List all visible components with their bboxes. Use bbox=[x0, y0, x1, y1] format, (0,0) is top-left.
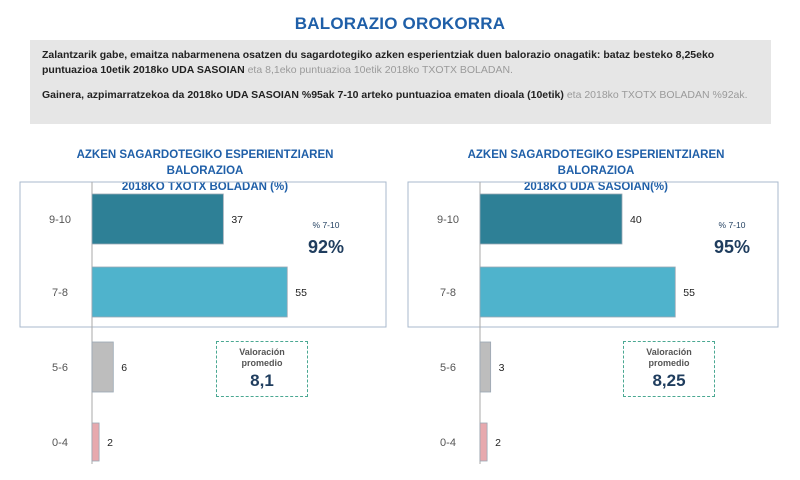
chart-1-9-10-bar bbox=[91, 193, 224, 245]
chart-2-0-4-bar bbox=[479, 422, 488, 462]
chart-1-average-label-line2: promedio bbox=[241, 358, 283, 368]
chart-1-5-6-bar bbox=[91, 341, 114, 393]
chart-1-title: AZKEN SAGARDOTEGIKO ESPERIENTZIAREN BALO… bbox=[55, 147, 355, 195]
chart-2-title-line2: 2018KO UDA SASOIAN(%) bbox=[524, 181, 668, 193]
summary-1-secondary: eta 8,1eko puntuazioa 10etik 2018ko TXOT… bbox=[247, 64, 513, 76]
chart-2-9-10-bar bbox=[479, 193, 623, 245]
summary-paragraph-2: Gainera, azpimarratzekoa da 2018ko UDA S… bbox=[42, 88, 759, 103]
chart-2-7-8-bar bbox=[479, 266, 676, 318]
chart-2-0-4-category-label: 0-4 bbox=[440, 437, 456, 449]
chart-1-pct-label: % 7-10 bbox=[313, 220, 340, 230]
chart-2-average-label: Valoración promedio bbox=[624, 347, 714, 369]
chart-1-average-value: 8,1 bbox=[250, 371, 274, 390]
chart-2-pct-label: % 7-10 bbox=[719, 220, 746, 230]
chart-1-average-label-line1: Valoración bbox=[239, 347, 285, 357]
chart-2-7-8-value-label: 55 bbox=[683, 287, 695, 299]
chart-2-5-6-category-label: 5-6 bbox=[440, 362, 456, 374]
chart-1-title-line2: 2018KO TXOTX BOLADAN (%) bbox=[121, 181, 289, 193]
chart-1-average-box: Valoración promedio 8,1 bbox=[216, 341, 308, 397]
chart-2-0-4-value-label: 2 bbox=[495, 437, 501, 449]
summary-paragraph-1: Zalantzarik gabe, emaitza nabarmenena os… bbox=[42, 48, 759, 78]
chart-2-highlight-frame bbox=[407, 181, 779, 328]
chart-2-title: AZKEN SAGARDOTEGIKO ESPERIENTZIAREN BALO… bbox=[446, 147, 746, 195]
chart-2-average-label-line2: promedio bbox=[648, 358, 690, 368]
chart-1-0-4-category-label: 0-4 bbox=[52, 437, 68, 449]
chart-1-highlight-frame bbox=[19, 181, 387, 328]
chart-1-9-10-value-label: 37 bbox=[231, 214, 243, 226]
chart-2-average-label-line1: Valoración bbox=[646, 347, 692, 357]
summary-box: Zalantzarik gabe, emaitza nabarmenena os… bbox=[30, 40, 771, 124]
chart-1-7-8-bar bbox=[91, 266, 288, 318]
chart-1-7-8-value-label: 55 bbox=[295, 287, 307, 299]
page-title: BALORAZIO OROKORRA bbox=[294, 14, 506, 33]
chart-1-5-6-value-label: 6 bbox=[121, 362, 127, 374]
summary-2-highlight: Gainera, azpimarratzekoa da 2018ko UDA S… bbox=[42, 89, 564, 101]
chart-1-0-4-value-label: 2 bbox=[107, 437, 113, 449]
chart-2: % 7-10 95% 9-10 40 7-8 55 5-6 3 0-4 2 bbox=[407, 181, 779, 464]
summary-1-highlight: Zalantzarik gabe, emaitza nabarmenena os… bbox=[42, 49, 715, 76]
chart-2-pct-value: 95% bbox=[714, 237, 750, 257]
chart-2-9-10-category-label: 9-10 bbox=[437, 214, 459, 226]
chart-1-pct-value: 92% bbox=[308, 237, 344, 257]
chart-2-average-value: 8,25 bbox=[652, 371, 686, 390]
chart-1-0-4-bar bbox=[91, 422, 100, 462]
chart-1-9-10-category-label: 9-10 bbox=[49, 214, 71, 226]
chart-2-9-10-value-label: 40 bbox=[630, 214, 642, 226]
chart-1-7-8-category-label: 7-8 bbox=[52, 287, 68, 299]
chart-2-5-6-value-label: 3 bbox=[499, 362, 505, 374]
chart-1-title-line1: AZKEN SAGARDOTEGIKO ESPERIENTZIAREN BALO… bbox=[76, 149, 334, 177]
chart-2-7-8-category-label: 7-8 bbox=[440, 287, 456, 299]
chart-1: % 7-10 92% 9-10 37 7-8 55 5-6 6 0-4 2 bbox=[19, 181, 387, 464]
chart-1-5-6-category-label: 5-6 bbox=[52, 362, 68, 374]
chart-1-average-label: Valoración promedio bbox=[217, 347, 307, 369]
chart-2-average-box: Valoración promedio 8,25 bbox=[623, 341, 715, 397]
chart-2-title-line1: AZKEN SAGARDOTEGIKO ESPERIENTZIAREN BALO… bbox=[467, 149, 725, 177]
summary-2-secondary: eta 2018ko TXOTX BOLADAN %92ak. bbox=[566, 89, 748, 101]
chart-2-5-6-bar bbox=[479, 341, 492, 393]
